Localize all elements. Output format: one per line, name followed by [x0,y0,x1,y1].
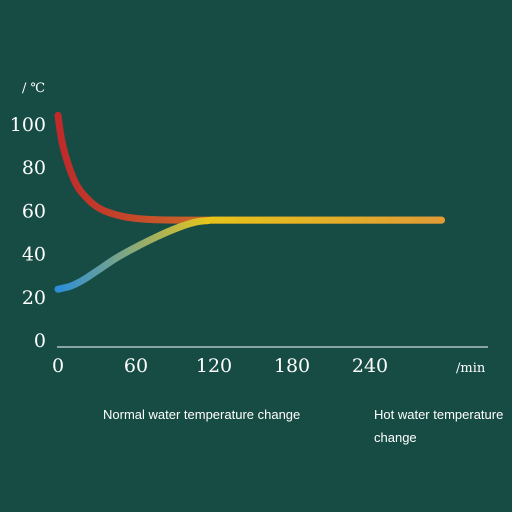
legend: Normal water temperature change Hot wate… [48,407,503,445]
x-tick-label: 240 [352,355,388,377]
y-tick-label: 40 [22,244,46,266]
y-tick-label: 20 [22,287,46,309]
x-tick-label: 180 [274,355,310,377]
legend-label-hot-line: change [374,430,417,445]
legend-label-hot-line: Hot water temperature [374,407,503,422]
y-tick-label: 0 [34,330,46,352]
x-unit-label: /min [456,361,486,376]
x-tick-label: 60 [124,355,148,377]
legend-label-hot: Hot water temperature change [374,407,503,445]
x-tick-label: 120 [196,355,232,377]
y-tick-label: 60 [22,200,46,222]
y-unit-label: / ℃ [22,81,45,96]
y-tick-label: 100 [10,114,46,136]
series-line-hot-water [54,111,445,224]
legend-label-normal: Normal water temperature change [103,407,300,422]
x-tick-label: 0 [52,355,64,377]
series-line-normal-water [54,216,445,293]
y-tick-label: 80 [22,157,46,179]
